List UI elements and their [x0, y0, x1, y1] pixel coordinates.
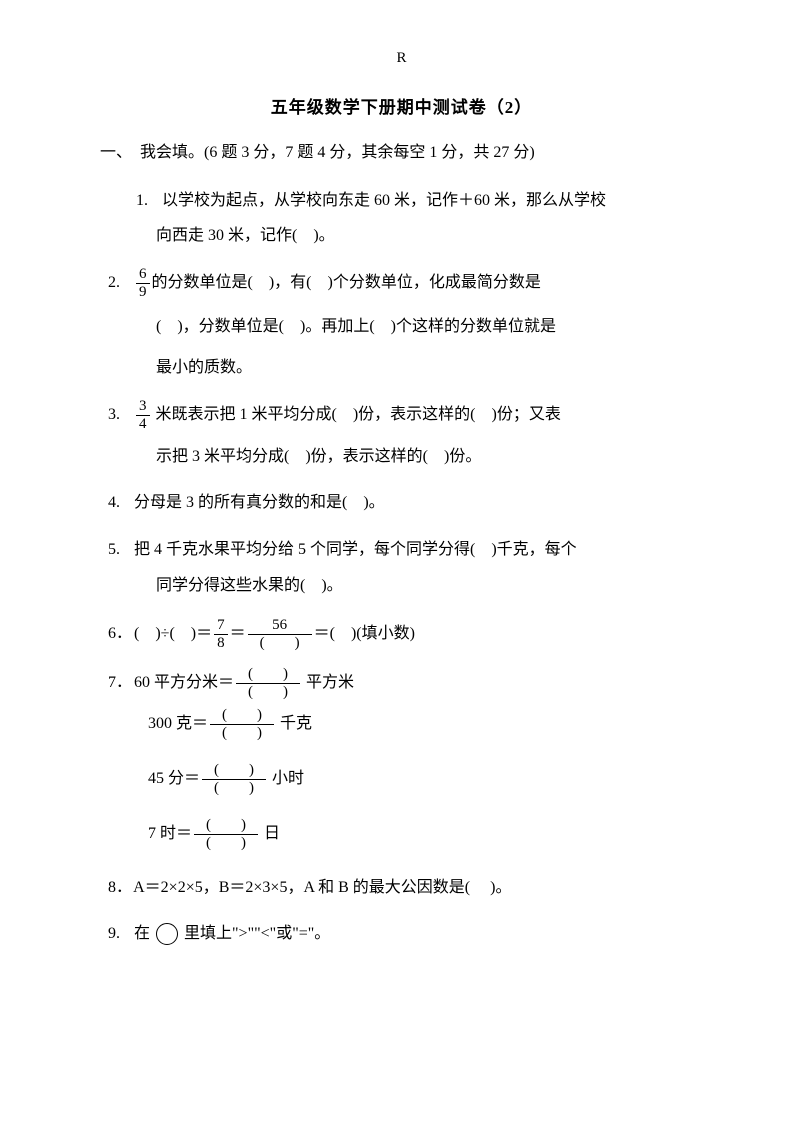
- q4-textb: )。: [363, 494, 384, 511]
- q7-l3b: 小时: [268, 770, 304, 787]
- exam-title: 五年级数学下册期中测试卷（2）: [100, 93, 703, 118]
- q3-number: 3.: [108, 400, 130, 430]
- q7-l4a: 7 时＝: [148, 825, 192, 842]
- q7-l4b: 日: [260, 825, 280, 842]
- section-1-heading: 一、 我会填。(6 题 3 分，7 题 4 分，其余每空 1 分，共 27 分): [100, 138, 703, 168]
- q4-texta: 分母是 3 的所有真分数的和是(: [134, 494, 347, 511]
- q8-number: 8．: [108, 873, 130, 903]
- q6-frac-56-blank: 56 ( ): [248, 618, 312, 651]
- q7-frac1-den: ( ): [236, 684, 300, 700]
- q7-l1b: 平方米: [302, 674, 354, 691]
- q9-textb: 里填上">""<"或"="。: [184, 925, 330, 942]
- q6-eq2: ＝(: [314, 625, 335, 642]
- q7-frac2-den: ( ): [210, 725, 274, 741]
- question-9: 9. 在 里填上">""<"或"="。: [100, 919, 703, 949]
- q1-number: 1.: [136, 186, 158, 216]
- q3-t1: 米既表示把 1 米平均分成(: [152, 406, 337, 423]
- q3-t2: )份，表示这样的(: [353, 406, 476, 423]
- circle-icon: [156, 923, 178, 945]
- q7-frac2: ( ) ( ): [210, 708, 274, 741]
- question-5: 5. 把 4 千克水果平均分给 5 个同学，每个同学分得( )千克，每个 同学分…: [100, 535, 703, 602]
- q1-line2b: )。: [313, 227, 334, 244]
- q6-number: 6．: [108, 619, 130, 649]
- question-7: 7． 60 平方分米＝ ( ) ( ) 平方米: [100, 667, 703, 700]
- q2-line2a: (: [156, 318, 161, 335]
- q7-line3: 45 分＝ ( ) ( ) 小时: [100, 763, 703, 796]
- q7-l3a: 45 分＝: [148, 770, 200, 787]
- q7-line2: 300 克＝ ( ) ( ) 千克: [100, 708, 703, 741]
- q7-number: 7．: [108, 668, 130, 698]
- q2-t2: )，有(: [269, 274, 312, 291]
- q1-line1: 以学校为起点，从学校向东走 60 米，记作＋60 米，那么从学校: [162, 192, 606, 209]
- q7-frac3-den: ( ): [202, 780, 266, 796]
- question-8: 8． A＝2×2×5，B＝2×3×5，A 和 B 的最大公因数是( )。: [100, 873, 703, 903]
- q1-line2a: 向西走 30 米，记作(: [156, 227, 297, 244]
- section-1-label: 一、: [100, 144, 132, 161]
- q7-frac4: ( ) ( ): [194, 818, 258, 851]
- q6-frac2-num: 56: [248, 618, 312, 635]
- q6-c: )＝: [191, 625, 212, 642]
- section-1-text: 我会填。(6 题 3 分，7 题 4 分，其余每空 1 分，共 27 分): [140, 144, 535, 161]
- question-6: 6． ( )÷( )＝ 7 8 ＝ 56 ( ) ＝( )(填小数): [100, 618, 703, 651]
- q2-number: 2.: [108, 268, 130, 298]
- q7-l2a: 300 克＝: [148, 715, 208, 732]
- q6-eq1: ＝: [230, 625, 246, 642]
- question-4: 4. 分母是 3 的所有真分数的和是( )。: [100, 488, 703, 518]
- q3-t3: )份；又表: [492, 406, 561, 423]
- q6-frac1-num: 7: [214, 618, 228, 635]
- q8-texta: A＝2×2×5，B＝2×3×5，A 和 B 的最大公因数是(: [133, 879, 470, 896]
- q7-frac1: ( ) ( ): [236, 667, 300, 700]
- q7-frac4-den: ( ): [194, 835, 258, 851]
- q5-line2a: 同学分得这些水果的(: [156, 577, 305, 594]
- q3-fraction-3-4: 3 4: [136, 399, 150, 432]
- q7-l2b: 千克: [276, 715, 312, 732]
- q6-frac-7-8: 7 8: [214, 618, 228, 651]
- question-3: 3. 3 4 米既表示把 1 米平均分成( )份，表示这样的( )份；又表 示把…: [100, 399, 703, 472]
- q6-frac1-den: 8: [214, 635, 228, 651]
- q2-frac-num: 6: [136, 267, 150, 284]
- q2-t3: )个分数单位，化成最简分数是: [328, 274, 541, 291]
- question-2: 2. 6 9 的分数单位是( )，有( )个分数单位，化成最简分数是 ( )，分…: [100, 267, 703, 383]
- q2-t1: 的分数单位是(: [152, 274, 253, 291]
- q7-frac4-num: ( ): [194, 818, 258, 835]
- q7-frac3: ( ) ( ): [202, 763, 266, 796]
- q5-line1a: 把 4 千克水果平均分给 5 个同学，每个同学分得(: [134, 541, 475, 558]
- q2-line2b: )，分数单位是(: [177, 318, 284, 335]
- q3-line2b: )份，表示这样的(: [305, 448, 428, 465]
- q6-d: )(填小数): [351, 625, 415, 642]
- q7-l1a: 60 平方分米＝: [134, 674, 234, 691]
- q3-frac-den: 4: [136, 416, 150, 432]
- q2-frac-den: 9: [136, 284, 150, 300]
- q6-a: (: [134, 625, 139, 642]
- q5-line2b: )。: [321, 577, 342, 594]
- q3-frac-num: 3: [136, 399, 150, 416]
- q7-frac2-num: ( ): [210, 708, 274, 725]
- q9-texta: 在: [134, 925, 150, 942]
- q2-line3: 最小的质数。: [156, 359, 252, 376]
- q4-number: 4.: [108, 488, 130, 518]
- q6-frac2-den: ( ): [248, 635, 312, 651]
- q7-frac3-num: ( ): [202, 763, 266, 780]
- q5-number: 5.: [108, 535, 130, 565]
- q3-line2a: 示把 3 米平均分成(: [156, 448, 289, 465]
- q7-frac1-num: ( ): [236, 667, 300, 684]
- q6-b: )÷(: [155, 625, 174, 642]
- page-header-letter: R: [100, 50, 703, 67]
- q9-number: 9.: [108, 919, 130, 949]
- q2-line2c: )。再加上(: [300, 318, 375, 335]
- q3-line2c: )份。: [444, 448, 481, 465]
- q5-line1b: )千克，每个: [491, 541, 576, 558]
- q2-line2d: )个这样的分数单位就是: [391, 318, 556, 335]
- q7-line4: 7 时＝ ( ) ( ) 日: [100, 818, 703, 851]
- q2-fraction-6-9: 6 9: [136, 267, 150, 300]
- question-1: 1. 以学校为起点，从学校向东走 60 米，记作＋60 米，那么从学校 向西走 …: [100, 186, 703, 251]
- q8-textb: )。: [490, 879, 511, 896]
